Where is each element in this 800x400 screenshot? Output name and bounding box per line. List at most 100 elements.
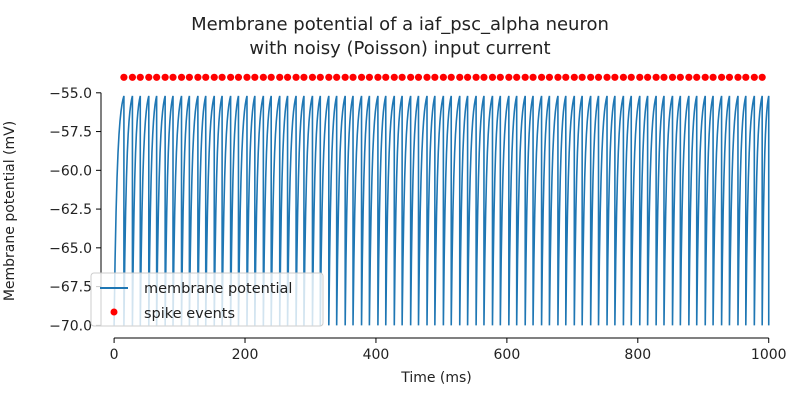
chart-subtitle: with noisy (Poisson) input current — [249, 38, 550, 59]
spike-event-point — [554, 73, 562, 81]
spike-event-point — [668, 73, 677, 81]
x-tick-label: 0 — [110, 347, 119, 363]
spike-event-point — [619, 73, 627, 81]
spike-event-point — [537, 73, 546, 81]
spike-event-point — [709, 73, 717, 81]
x-tick-label: 200 — [232, 347, 259, 363]
spike-event-point — [562, 73, 570, 81]
spike-event-point — [325, 73, 333, 81]
chart-title: Membrane potential of a iaf_psc_alpha ne… — [191, 14, 609, 35]
spike-event-point — [594, 73, 603, 81]
spike-event-point — [496, 73, 504, 81]
x-tick-label: 400 — [363, 347, 390, 363]
spike-event-point — [145, 73, 153, 81]
spike-event-point — [161, 73, 169, 81]
plot-area — [113, 73, 770, 326]
x-tick-label: 1000 — [751, 347, 787, 363]
spike-event-point — [717, 73, 726, 81]
legend-label-spike-events: spike events — [144, 306, 235, 322]
spike-event-point — [234, 73, 243, 81]
spike-event-point — [463, 73, 472, 81]
y-tick-label: −67.5 — [49, 280, 92, 296]
spike-event-point — [456, 73, 464, 81]
spike-event-point — [357, 73, 366, 81]
spike-event-point — [300, 73, 308, 81]
spike-event-point — [439, 73, 447, 81]
spike-event-point — [447, 73, 455, 81]
spike-event-point — [570, 73, 578, 81]
spike-event-point — [185, 73, 193, 81]
spike-event-point — [513, 73, 521, 81]
spike-event-point — [276, 73, 284, 81]
legend-label-membrane-potential: membrane potential — [144, 281, 292, 297]
spike-event-point — [243, 73, 251, 81]
x-tick-label: 800 — [624, 347, 651, 363]
spike-event-point — [480, 73, 488, 81]
x-axis: 0 200 400 600 800 1000 — [110, 337, 787, 363]
y-tick-label: −55.0 — [49, 86, 92, 102]
spike-event-point — [578, 73, 586, 81]
membrane-potential-series — [113, 95, 770, 326]
spike-event-point — [505, 73, 513, 81]
spike-event-point — [194, 73, 202, 81]
spike-event-point — [750, 73, 758, 81]
spike-event-point — [652, 73, 660, 81]
spike-event-point — [758, 73, 766, 81]
spike-event-point — [316, 73, 324, 81]
spike-event-point — [210, 73, 218, 81]
x-tick-label: 600 — [494, 347, 521, 363]
spike-event-point — [472, 73, 480, 81]
spike-event-point — [267, 73, 275, 81]
spike-event-point — [742, 73, 750, 81]
legend-dot-swatch — [110, 308, 118, 316]
spike-event-point — [529, 73, 537, 81]
y-tick-label: −70.0 — [49, 318, 92, 334]
spike-event-point — [545, 73, 554, 81]
spike-event-point — [431, 73, 439, 81]
y-tick-label: −60.0 — [49, 163, 92, 179]
spike-event-point — [685, 73, 693, 81]
spike-event-point — [587, 73, 595, 81]
y-tick-label: −57.5 — [49, 125, 92, 141]
spike-event-point — [407, 73, 415, 81]
spike-event-point — [701, 73, 709, 81]
legend: membrane potential spike events — [90, 272, 324, 327]
spike-event-point — [365, 73, 373, 81]
spike-event-point — [734, 73, 742, 81]
spike-event-point — [627, 73, 635, 81]
spike-event-point — [611, 73, 619, 81]
spike-event-point — [644, 73, 652, 81]
spike-event-point — [676, 73, 684, 81]
spike-event-point — [218, 73, 226, 81]
spike-event-point — [251, 73, 259, 81]
spike-event-point — [333, 73, 341, 81]
y-tick-label: −65.0 — [49, 241, 92, 257]
spike-event-point — [636, 73, 644, 81]
spike-event-point — [169, 73, 177, 81]
spike-event-point — [423, 73, 431, 81]
y-tick-label: −62.5 — [49, 202, 92, 218]
spike-event-point — [227, 73, 235, 81]
spike-event-point — [202, 73, 210, 81]
legend-box — [90, 272, 324, 327]
spike-event-point — [177, 73, 186, 81]
spike-event-point — [521, 73, 529, 81]
y-axis-label: Membrane potential (mV) — [2, 121, 18, 301]
spike-events-series — [120, 73, 766, 81]
spike-event-point — [488, 73, 497, 81]
spike-event-point — [136, 73, 144, 81]
spike-event-point — [603, 73, 611, 81]
spike-event-point — [374, 73, 382, 81]
spike-event-point — [349, 73, 357, 81]
spike-event-point — [128, 73, 137, 81]
spike-event-point — [660, 73, 668, 81]
x-axis-label: Time (ms) — [400, 370, 472, 386]
spike-event-point — [283, 73, 292, 81]
spike-event-point — [725, 73, 734, 81]
spike-event-point — [308, 73, 317, 81]
membrane-potential-line — [113, 95, 770, 326]
spike-event-point — [398, 73, 406, 81]
spike-event-point — [153, 73, 161, 81]
spike-event-point — [414, 73, 423, 81]
